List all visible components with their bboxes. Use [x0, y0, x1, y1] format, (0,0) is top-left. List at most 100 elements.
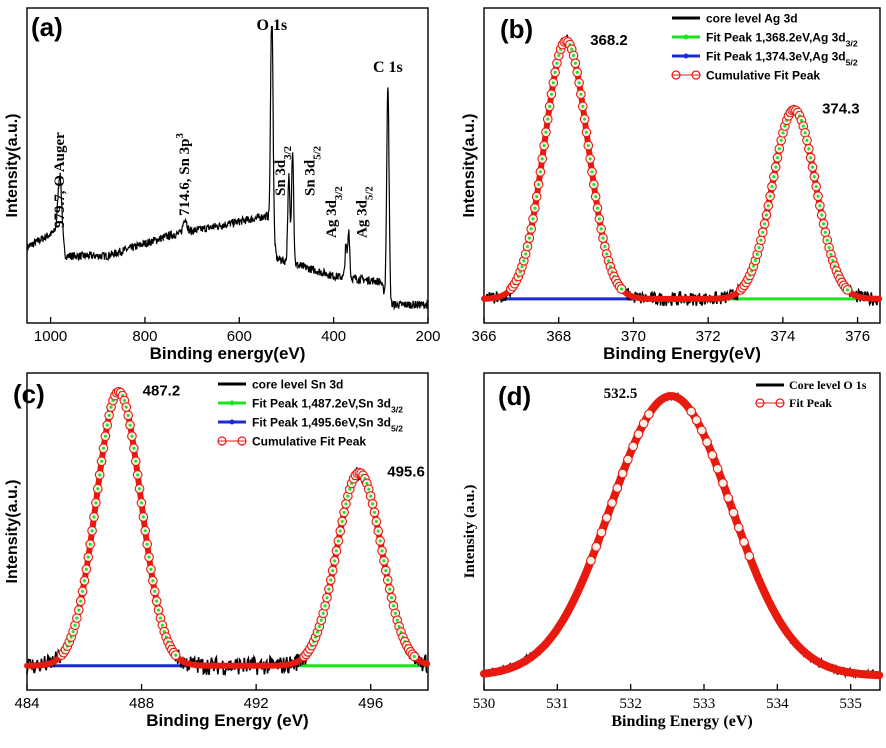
peak-value-label: 495.6 [387, 464, 425, 481]
fit-marker-center [557, 53, 561, 57]
fit-marker-center [77, 608, 81, 612]
fit-marker-center [128, 423, 132, 427]
fit-marker-center [141, 515, 145, 519]
fit-marker-center [594, 195, 598, 199]
fit-marker [607, 497, 617, 508]
peak-annotation: Ag 3d5/2 [355, 186, 376, 238]
fit-marker [623, 454, 633, 465]
legend-swatch-dot [229, 419, 235, 425]
fit-marker-center [781, 131, 785, 135]
fit-marker-center [81, 589, 85, 593]
fit-marker-center [391, 604, 395, 608]
fit-marker-center [327, 587, 331, 591]
panel-label: (d) [498, 381, 531, 411]
fit-marker-center [551, 81, 555, 85]
fit-peak-line [480, 392, 884, 680]
fit-marker-center [107, 413, 111, 417]
legend-entry: Fit Peak 1,368.2eV,Ag 3d3/2 [706, 31, 858, 49]
x-tick-label: 200 [415, 328, 440, 345]
fit-marker-center [130, 434, 134, 438]
legend-swatch-circle [775, 398, 785, 408]
plot-frame [483, 7, 881, 324]
fit-marker-center [774, 165, 778, 169]
fit-marker-center [315, 630, 319, 634]
fit-marker-center [522, 259, 526, 263]
raw-spectrum-line [26, 390, 428, 677]
x-tick-label: 1000 [34, 328, 67, 345]
fit-marker-center [814, 184, 818, 188]
x-tick-label: 372 [696, 328, 721, 345]
fit-marker-center [755, 252, 759, 256]
legend-entry: Cumulative Fit Peak [706, 69, 820, 83]
fit-marker-center [801, 124, 805, 128]
legend-entry: core level Ag 3d [706, 12, 798, 26]
x-tick-label: 800 [132, 328, 157, 345]
legend: Core level O 1s Fit Peak [755, 378, 867, 410]
fit-marker-center [548, 104, 552, 108]
fit-marker-center [336, 539, 340, 543]
fit-marker-center [581, 104, 585, 108]
x-tick-label: 370 [621, 328, 646, 345]
fit-marker [723, 493, 734, 503]
fit-marker-center [810, 165, 814, 169]
x-tick-label: 600 [227, 328, 252, 345]
fit-marker-center [136, 473, 140, 477]
plot-frame [26, 372, 429, 691]
fit-marker [617, 468, 628, 479]
fit-marker-center [340, 520, 344, 524]
fit-marker [702, 437, 712, 448]
fit-marker-center [601, 236, 605, 240]
fit-marker-center [549, 92, 553, 96]
fit-marker [644, 409, 654, 420]
fit-marker-center [331, 569, 335, 573]
fit-marker-center [124, 405, 128, 409]
fit-marker-center [79, 599, 83, 603]
fit-marker-center [764, 213, 768, 217]
peak-annotation: O 1s [257, 17, 288, 34]
fit-marker-center [555, 61, 559, 65]
fit-marker-center [376, 529, 380, 533]
fit-marker-center [531, 217, 535, 221]
fit-marker [638, 418, 649, 429]
fit-marker-center [86, 555, 90, 559]
fit-marker-center [151, 579, 155, 583]
fit-marker-center [390, 596, 394, 600]
cumulative-fit-line [24, 388, 431, 669]
fit-marker-center [158, 616, 162, 620]
fit-marker-center [845, 288, 849, 292]
fit-marker-center [586, 144, 590, 148]
fit-marker-center [584, 130, 588, 134]
fit-marker-center [759, 238, 763, 242]
legend-entry: Cumulative Fit Peak [252, 435, 366, 449]
fit-marker-center [775, 156, 779, 160]
fit-marker-center [96, 487, 100, 491]
fit-marker [712, 463, 723, 474]
fit-marker [718, 478, 728, 488]
x-tick-label: 374 [770, 328, 795, 345]
x-tick-label: 534 [766, 696, 789, 712]
legend-swatch-circle [755, 398, 765, 408]
fit-marker-center [831, 258, 835, 262]
fit-marker-center [533, 206, 537, 210]
legend-entry: core level Sn 3d [252, 378, 343, 392]
peak-value-label: 368.2 [590, 32, 628, 49]
fit-marker-center [109, 405, 113, 409]
fit-marker-center [369, 494, 373, 498]
fit-marker-center [579, 92, 583, 96]
fit-marker-center [573, 61, 577, 65]
fit-marker-center [599, 227, 603, 231]
fit-marker [612, 483, 623, 493]
fit-marker-center [799, 118, 803, 122]
x-tick-label: 532 [619, 696, 642, 712]
fit-marker [686, 406, 697, 417]
fit-marker-center [147, 555, 151, 559]
fit-marker [728, 507, 739, 518]
fit-marker-center [757, 246, 761, 250]
fit-marker-center [592, 182, 596, 186]
x-axis-title: Binding energy(eV) [150, 344, 306, 363]
fit-marker-center [69, 635, 73, 639]
fit-marker-center [88, 542, 92, 546]
fit-marker [586, 555, 596, 566]
peak-annotation: 714.6, Sn 3p3 [174, 132, 193, 216]
fit-marker-center [570, 47, 574, 51]
